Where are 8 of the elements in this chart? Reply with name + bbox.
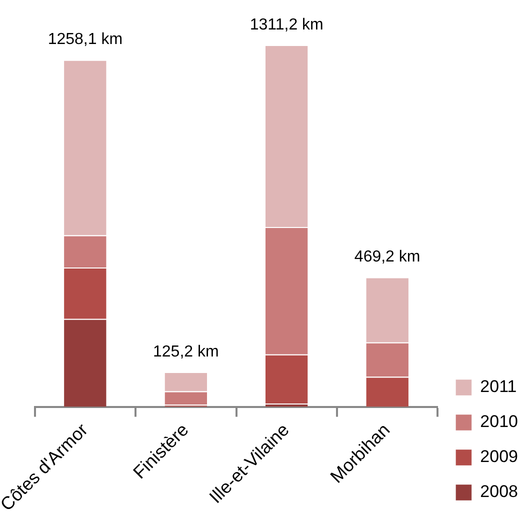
legend-label: 2010 [480,412,518,432]
legend-label: 2009 [480,447,518,466]
annotation: 1258,1 km [48,31,123,48]
legend-label: 2011 [480,377,517,396]
legend-label: 2008 [480,482,518,502]
annotation: 469,2 km [354,248,420,266]
annotation: 125,2 km [152,343,219,360]
annotation: 1311,2 km [250,16,324,34]
